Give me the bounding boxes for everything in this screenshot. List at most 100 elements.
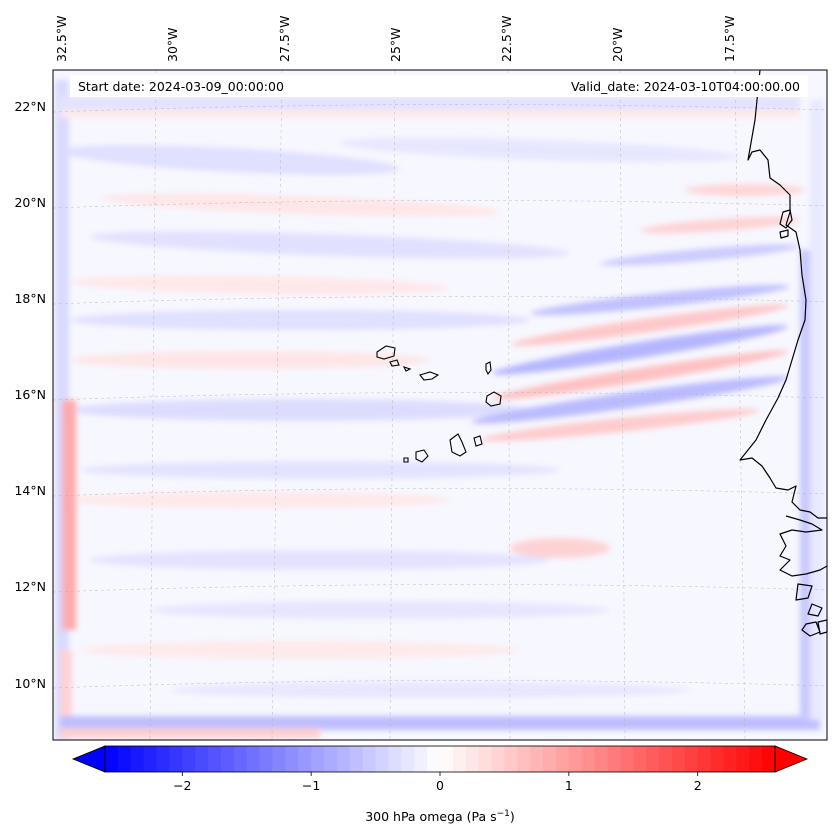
island-maio <box>473 435 483 447</box>
colorbar-cell <box>543 746 557 772</box>
colorbar-tick-label: −2 <box>173 778 191 793</box>
valid-date-label: Valid_date: 2024-03-10T04:00:00.00 <box>571 79 800 94</box>
island-fogo <box>415 449 429 463</box>
colorbar-cell <box>517 746 531 772</box>
colorbar-cell <box>362 746 377 772</box>
date-info-box <box>70 75 808 97</box>
colorbar: −2 −1 0 1 2 300 hPa omega (Pa s−1) <box>71 745 809 824</box>
colorbar-cell <box>478 746 493 772</box>
colorbar-cell <box>233 746 248 772</box>
cape-verde-islands <box>376 345 502 463</box>
colorbar-cell <box>388 746 402 772</box>
colorbar-cell <box>349 746 364 772</box>
colorbar-cell <box>723 746 737 772</box>
colorbar-tick-label: 1 <box>565 778 573 793</box>
lat-label-12n: 12°N <box>14 579 46 594</box>
africa-coastline <box>739 69 827 519</box>
colorbar-cell <box>105 746 119 772</box>
colorbar-cell <box>324 746 338 772</box>
colorbar-cell <box>375 746 390 772</box>
colorbar-cell <box>671 746 686 772</box>
colorbar-cell <box>414 746 428 772</box>
colorbar-ticks: −2 −1 0 1 2 <box>173 772 702 793</box>
colorbar-min-extend-arrow <box>71 745 106 773</box>
colorbar-cell <box>736 746 750 772</box>
colorbar-cell <box>208 746 222 772</box>
colorbar-tick-label: 2 <box>694 778 702 793</box>
map-frame <box>52 69 828 741</box>
colorbar-cell <box>491 746 506 772</box>
colorbar-cell <box>607 746 621 772</box>
colorbar-cell <box>749 746 763 772</box>
colorbar-cell <box>285 746 299 772</box>
colorbar-cell <box>465 746 480 772</box>
lon-label-30w: 30°W <box>165 27 180 62</box>
map-gridlines <box>52 69 828 741</box>
colorbar-cells <box>105 746 776 772</box>
colorbar-tick-label: 0 <box>436 778 444 793</box>
colorbar-max-extend-arrow <box>774 745 809 773</box>
colorbar-cell <box>298 746 312 772</box>
lon-label-22-5w: 22.5°W <box>499 16 514 62</box>
island-santo-antao <box>376 345 396 360</box>
colorbar-cell <box>246 746 261 772</box>
colorbar-cell <box>710 746 725 772</box>
colorbar-cell <box>530 746 544 772</box>
colorbar-label-exponent: −1 <box>497 809 510 819</box>
colorbar-cell <box>581 746 596 772</box>
colorbar-cell <box>311 746 325 772</box>
island-santa-luzia <box>402 366 412 372</box>
colorbar-cell <box>555 746 570 772</box>
colorbar-label-suffix: ) <box>510 809 515 824</box>
omega-field <box>55 80 824 740</box>
lon-label-17-5w: 17.5°W <box>722 16 737 62</box>
map-panel: Start date: 2024-03-09_00:00:00 Valid_da… <box>52 69 828 741</box>
lat-label-22n: 22°N <box>14 99 46 114</box>
island-boa-vista <box>485 391 502 407</box>
colorbar-cell <box>195 746 209 772</box>
colorbar-cell <box>659 746 673 772</box>
colorbar-tick-label: −1 <box>302 778 320 793</box>
lat-label-20n: 20°N <box>14 195 46 210</box>
lon-label-27-5w: 27.5°W <box>277 16 292 62</box>
colorbar-label-prefix: 300 hPa omega (Pa s <box>365 809 496 824</box>
lat-label-14n: 14°N <box>14 483 46 498</box>
colorbar-cell <box>130 746 145 772</box>
colorbar-label: 300 hPa omega (Pa s−1) <box>365 809 515 824</box>
colorbar-cell <box>259 746 274 772</box>
colorbar-cell <box>156 746 171 772</box>
colorbar-cell <box>504 746 518 772</box>
island-sao-nicolau <box>419 371 440 381</box>
colorbar-cell <box>762 746 776 772</box>
colorbar-cell <box>633 746 647 772</box>
island-sao-vicente <box>389 359 400 367</box>
colorbar-cell <box>143 746 158 772</box>
colorbar-cell <box>220 746 235 772</box>
coastlines <box>739 69 828 637</box>
lon-label-25w: 25°W <box>388 27 403 62</box>
island-brava <box>403 457 409 463</box>
start-date-label: Start date: 2024-03-09_00:00:00 <box>78 79 284 94</box>
colorbar-cell <box>427 746 441 772</box>
colorbar-cell <box>697 746 712 772</box>
colorbar-cell <box>182 746 196 772</box>
longitude-labels: 32.5°W 30°W 27.5°W 25°W 22.5°W 20°W 17.5… <box>54 16 737 62</box>
island-sal <box>485 361 492 376</box>
colorbar-cell <box>594 746 609 772</box>
colorbar-cell <box>684 746 699 772</box>
colorbar-cell <box>272 746 286 772</box>
latitude-labels: 22°N 20°N 18°N 16°N 14°N 12°N 10°N <box>14 99 46 691</box>
lon-label-32-5w: 32.5°W <box>54 16 69 62</box>
lat-label-10n: 10°N <box>14 676 46 691</box>
colorbar-cell <box>440 746 454 772</box>
island-santiago <box>449 433 467 457</box>
colorbar-cell <box>117 746 132 772</box>
colorbar-cell <box>568 746 583 772</box>
colorbar-cell <box>336 746 351 772</box>
lon-label-20w: 20°W <box>610 27 625 62</box>
colorbar-cell <box>452 746 467 772</box>
colorbar-cell <box>620 746 634 772</box>
colorbar-cell <box>646 746 660 772</box>
colorbar-cell <box>169 746 183 772</box>
